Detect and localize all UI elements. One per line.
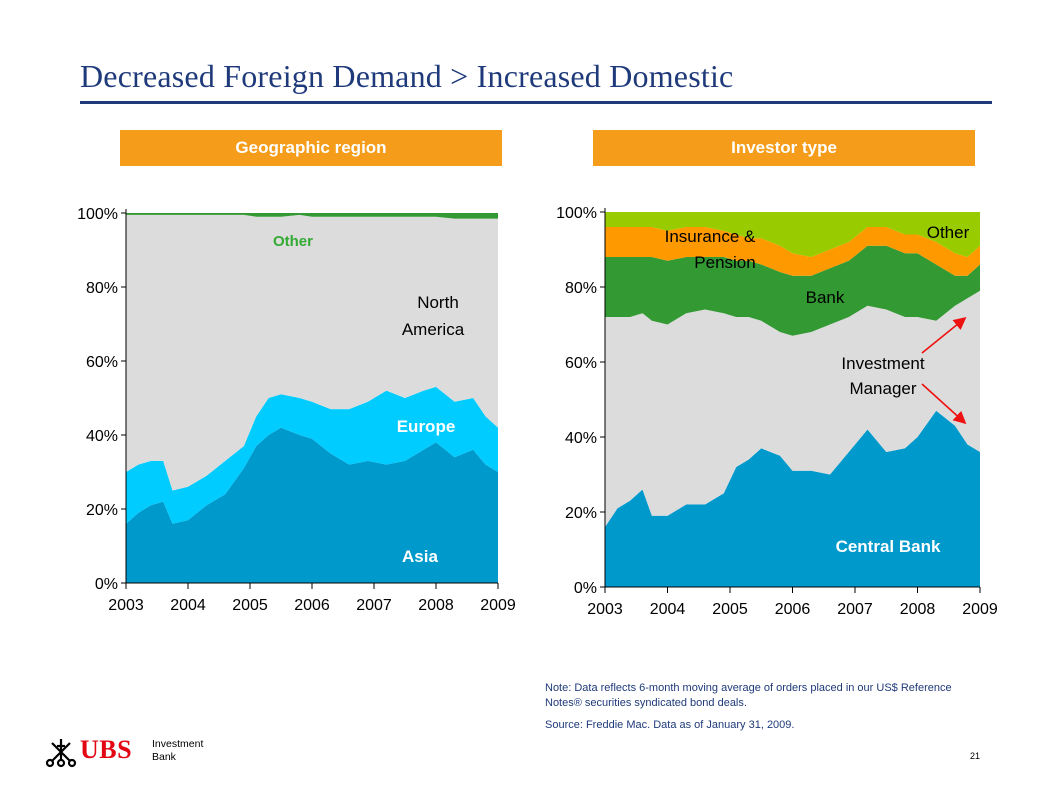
y-tick-label: 40%	[565, 430, 597, 447]
y-tick-label: 60%	[86, 354, 118, 371]
investor-type-chart: 0% 20% 40% 60% 80% 100% 2003 2004 2005 2006 2007 20…	[556, 205, 998, 618]
y-tick-label: 0%	[95, 576, 118, 593]
annotation-arrow	[921, 383, 967, 425]
area-central-bank	[605, 410, 980, 587]
logo-subtitle: Investment Bank	[152, 738, 222, 764]
title-rule	[80, 101, 992, 104]
y-tick-label: 60%	[565, 355, 597, 372]
x-tick-label: 2005	[712, 601, 748, 618]
logo-line-2: Bank	[152, 751, 176, 763]
y-tick-label: 80%	[565, 280, 597, 297]
area-europe	[126, 386, 498, 524]
series-label-north-america: North	[417, 293, 459, 312]
series-label-central-bank: Central Bank	[836, 537, 941, 556]
ubs-wordmark: UBS	[80, 735, 133, 764]
series-label-investment-manager: Manager	[849, 379, 916, 398]
series-label-insurance-pension: Insurance &	[665, 227, 756, 246]
x-tick-label: 2004	[650, 601, 686, 618]
y-tick-label: 100%	[77, 206, 118, 223]
y-tick-label: 20%	[86, 502, 118, 519]
series-label-north-america: America	[402, 320, 465, 339]
geographic-region-chart: 0% 20% 40% 60% 80% 100% 2003 2004 2005 2006 2007 20…	[77, 206, 516, 614]
series-label-asia: Asia	[402, 547, 438, 566]
area-bank	[605, 245, 980, 336]
x-tick-label: 2006	[294, 597, 330, 614]
x-tick-label: 2007	[837, 601, 873, 618]
area-other	[126, 213, 498, 219]
series-label-other: Other	[273, 233, 313, 250]
x-tick-label: 2009	[480, 597, 516, 614]
x-tick-label: 2007	[356, 597, 392, 614]
y-tick-label: 100%	[556, 205, 597, 222]
x-tick-label: 2003	[587, 601, 623, 618]
note-text: Note: Data reflects 6-month moving avera…	[545, 682, 952, 709]
chart-notes: Note: Data reflects 6-month moving avera…	[545, 681, 985, 733]
ubs-logo: UBS Investment Bank	[44, 735, 214, 769]
series-label-bank: Bank	[806, 288, 845, 307]
series-label-insurance-pension: Pension	[694, 253, 755, 272]
x-tick-label: 2006	[775, 601, 811, 618]
series-label-other: Other	[927, 223, 970, 242]
area-insurance-pension	[605, 227, 980, 276]
annotation-arrow	[921, 316, 967, 354]
x-tick-label: 2003	[108, 597, 144, 614]
page-number: 21	[970, 751, 981, 761]
series-label-europe: Europe	[397, 417, 456, 436]
x-tick-label: 2004	[170, 597, 206, 614]
page-title: Decreased Foreign Demand > Increased Dom…	[80, 58, 734, 94]
area-other	[605, 212, 980, 257]
y-tick-label: 40%	[86, 428, 118, 445]
area-investment-manager	[605, 290, 980, 527]
logo-line-1: Investment	[152, 738, 204, 750]
investor-type-header: Investor type	[593, 130, 975, 166]
x-tick-label: 2005	[232, 597, 268, 614]
area-north-america	[126, 214, 498, 491]
area-asia	[126, 427, 498, 583]
ubs-keys-icon	[45, 739, 77, 768]
series-label-investment-manager: Investment	[841, 354, 924, 373]
x-tick-label: 2008	[900, 601, 936, 618]
source-text: Source: Freddie Mac. Data as of January …	[545, 719, 795, 731]
y-tick-label: 20%	[565, 505, 597, 522]
y-tick-label: 80%	[86, 280, 118, 297]
y-tick-label: 0%	[574, 580, 597, 597]
x-tick-label: 2008	[418, 597, 454, 614]
x-tick-label: 2009	[962, 601, 998, 618]
geographic-region-header: Geographic region	[120, 130, 502, 166]
